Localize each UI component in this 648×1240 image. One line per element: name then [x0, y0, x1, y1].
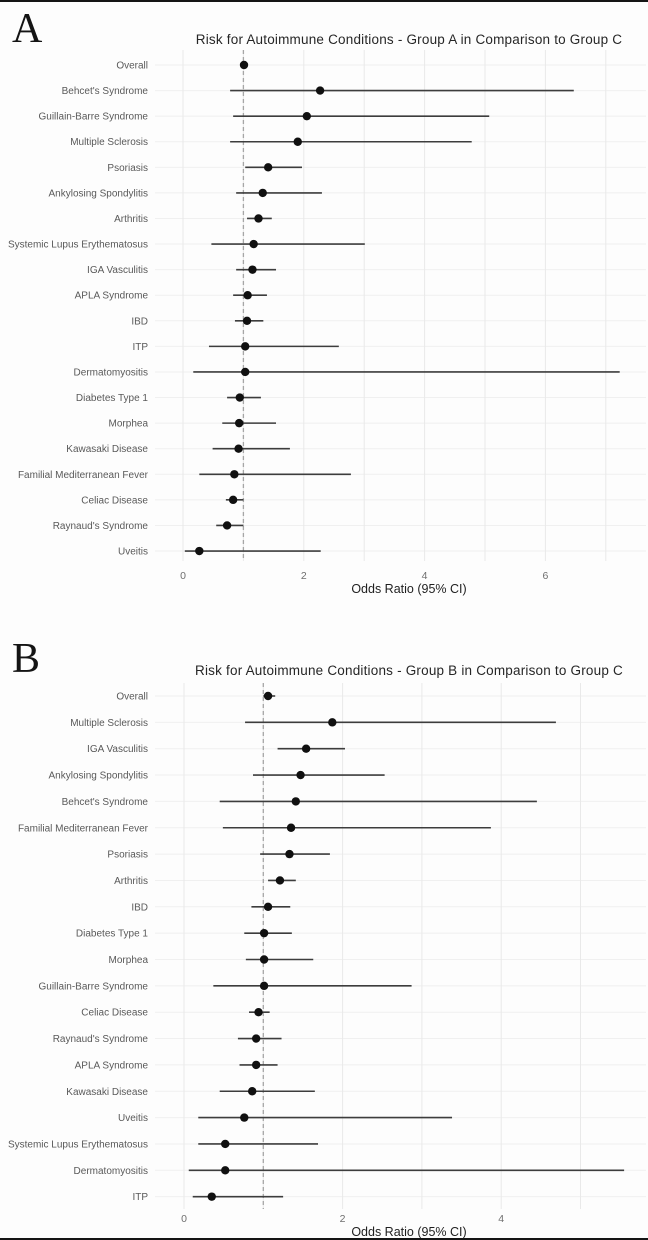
- or-point: [221, 1139, 230, 1149]
- condition-label: Psoriasis: [107, 163, 148, 174]
- condition-label: Guillain-Barre Syndrome: [39, 112, 149, 123]
- condition-label: Dermatomyositis: [74, 1166, 148, 1177]
- condition-label: Diabetes Type 1: [76, 929, 149, 940]
- condition-label: Raynaud's Syndrome: [53, 521, 149, 532]
- or-point: [247, 1087, 257, 1096]
- or-point: [301, 744, 311, 753]
- condition-label: IBD: [131, 316, 148, 327]
- chart-title-b: Risk for Autoimmune Conditions - Group B…: [195, 663, 623, 678]
- or-point: [239, 60, 249, 70]
- condition-label: Familial Mediterranean Fever: [18, 470, 149, 481]
- or-point: [263, 691, 273, 701]
- condition-label: ITP: [132, 1192, 148, 1203]
- or-point: [302, 111, 312, 121]
- condition-label: Systemic Lupus Erythematosus: [8, 1139, 148, 1150]
- or-point: [230, 470, 239, 479]
- or-point: [235, 393, 244, 402]
- condition-label: Arthritis: [114, 876, 148, 887]
- condition-label: Celiac Disease: [81, 1008, 148, 1019]
- or-point: [254, 1008, 263, 1017]
- or-point: [240, 1113, 249, 1122]
- condition-label: Overall: [116, 61, 148, 72]
- or-point: [285, 849, 294, 859]
- or-point: [222, 521, 232, 530]
- x-tick-label: 2: [340, 1213, 346, 1225]
- x-tick-label: 6: [542, 570, 548, 582]
- or-point: [221, 1166, 230, 1175]
- x-tick-label: 4: [498, 1213, 504, 1225]
- or-point: [259, 955, 269, 964]
- or-point: [241, 367, 250, 377]
- or-point: [243, 291, 252, 300]
- or-point: [291, 797, 301, 806]
- or-point: [296, 770, 305, 780]
- condition-label: Behcet's Syndrome: [62, 797, 149, 808]
- x-tick-label: 4: [422, 570, 428, 582]
- condition-label: Uveitis: [118, 547, 148, 558]
- or-point: [234, 444, 243, 453]
- condition-label: Celiac Disease: [81, 495, 148, 506]
- or-point: [234, 418, 244, 428]
- condition-label: Diabetes Type 1: [76, 393, 149, 404]
- forest-plot-panel-b: Overall Multiple Sclerosis IGA Vasculitis A…: [8, 683, 646, 1225]
- condition-label: APLA Syndrome: [75, 1060, 149, 1071]
- or-point: [228, 495, 238, 505]
- or-point: [254, 214, 263, 223]
- or-point: [259, 928, 269, 938]
- condition-label: Overall: [116, 692, 148, 703]
- condition-label: Familial Mediterranean Fever: [18, 823, 149, 834]
- condition-label: IGA Vasculitis: [87, 265, 148, 276]
- condition-label: Uveitis: [118, 1113, 148, 1124]
- or-point: [195, 546, 204, 556]
- condition-label: Multiple Sclerosis: [70, 137, 148, 148]
- or-point: [242, 316, 252, 325]
- condition-label: Ankylosing Spondylitis: [49, 771, 149, 782]
- condition-label: Psoriasis: [107, 850, 148, 861]
- x-axis-title-a: Odds Ratio (95% CI): [351, 582, 467, 596]
- condition-label: Kawasaki Disease: [66, 1087, 148, 1098]
- forest-plot-panel-a: Overall Behcet's Syndrome Guillain-Barre S…: [8, 50, 646, 582]
- condition-label: Dermatomyositis: [74, 367, 148, 378]
- or-point: [293, 137, 302, 146]
- or-point: [286, 823, 296, 832]
- or-point: [263, 163, 273, 172]
- condition-label: Ankylosing Spondylitis: [49, 188, 149, 199]
- panel-letter-b: B: [12, 636, 41, 682]
- panel-letter-a: A: [12, 6, 43, 52]
- or-point: [249, 239, 258, 249]
- or-point: [248, 265, 257, 274]
- condition-label: APLA Syndrome: [75, 291, 149, 302]
- or-point: [259, 981, 269, 991]
- or-point: [251, 1060, 261, 1070]
- or-point: [315, 86, 325, 95]
- or-point: [275, 876, 285, 885]
- condition-label: IGA Vasculitis: [87, 744, 148, 755]
- condition-label: Systemic Lupus Erythematosus: [8, 240, 148, 251]
- x-axis-title-b: Odds Ratio (95% CI): [351, 1225, 467, 1239]
- x-tick-label: 0: [181, 1213, 187, 1225]
- condition-label: Multiple Sclerosis: [70, 718, 148, 729]
- condition-label: Morphea: [109, 955, 149, 966]
- chart-title-a: Risk for Autoimmune Conditions - Group A…: [195, 32, 623, 47]
- condition-label: Behcet's Syndrome: [62, 86, 149, 97]
- condition-label: IBD: [131, 902, 148, 913]
- x-tick-label: 2: [301, 570, 307, 582]
- condition-label: Arthritis: [114, 214, 148, 225]
- condition-label: Guillain-Barre Syndrome: [39, 981, 149, 992]
- or-point: [241, 342, 250, 351]
- condition-label: Kawasaki Disease: [66, 444, 148, 455]
- or-point: [207, 1192, 216, 1201]
- condition-label: Morphea: [109, 419, 149, 430]
- condition-label: Raynaud's Syndrome: [53, 1034, 149, 1045]
- or-point: [251, 1034, 261, 1043]
- or-point: [258, 188, 267, 198]
- x-tick-label: 0: [180, 570, 186, 582]
- or-point: [328, 718, 337, 727]
- condition-label: ITP: [132, 342, 148, 353]
- or-point: [263, 902, 273, 911]
